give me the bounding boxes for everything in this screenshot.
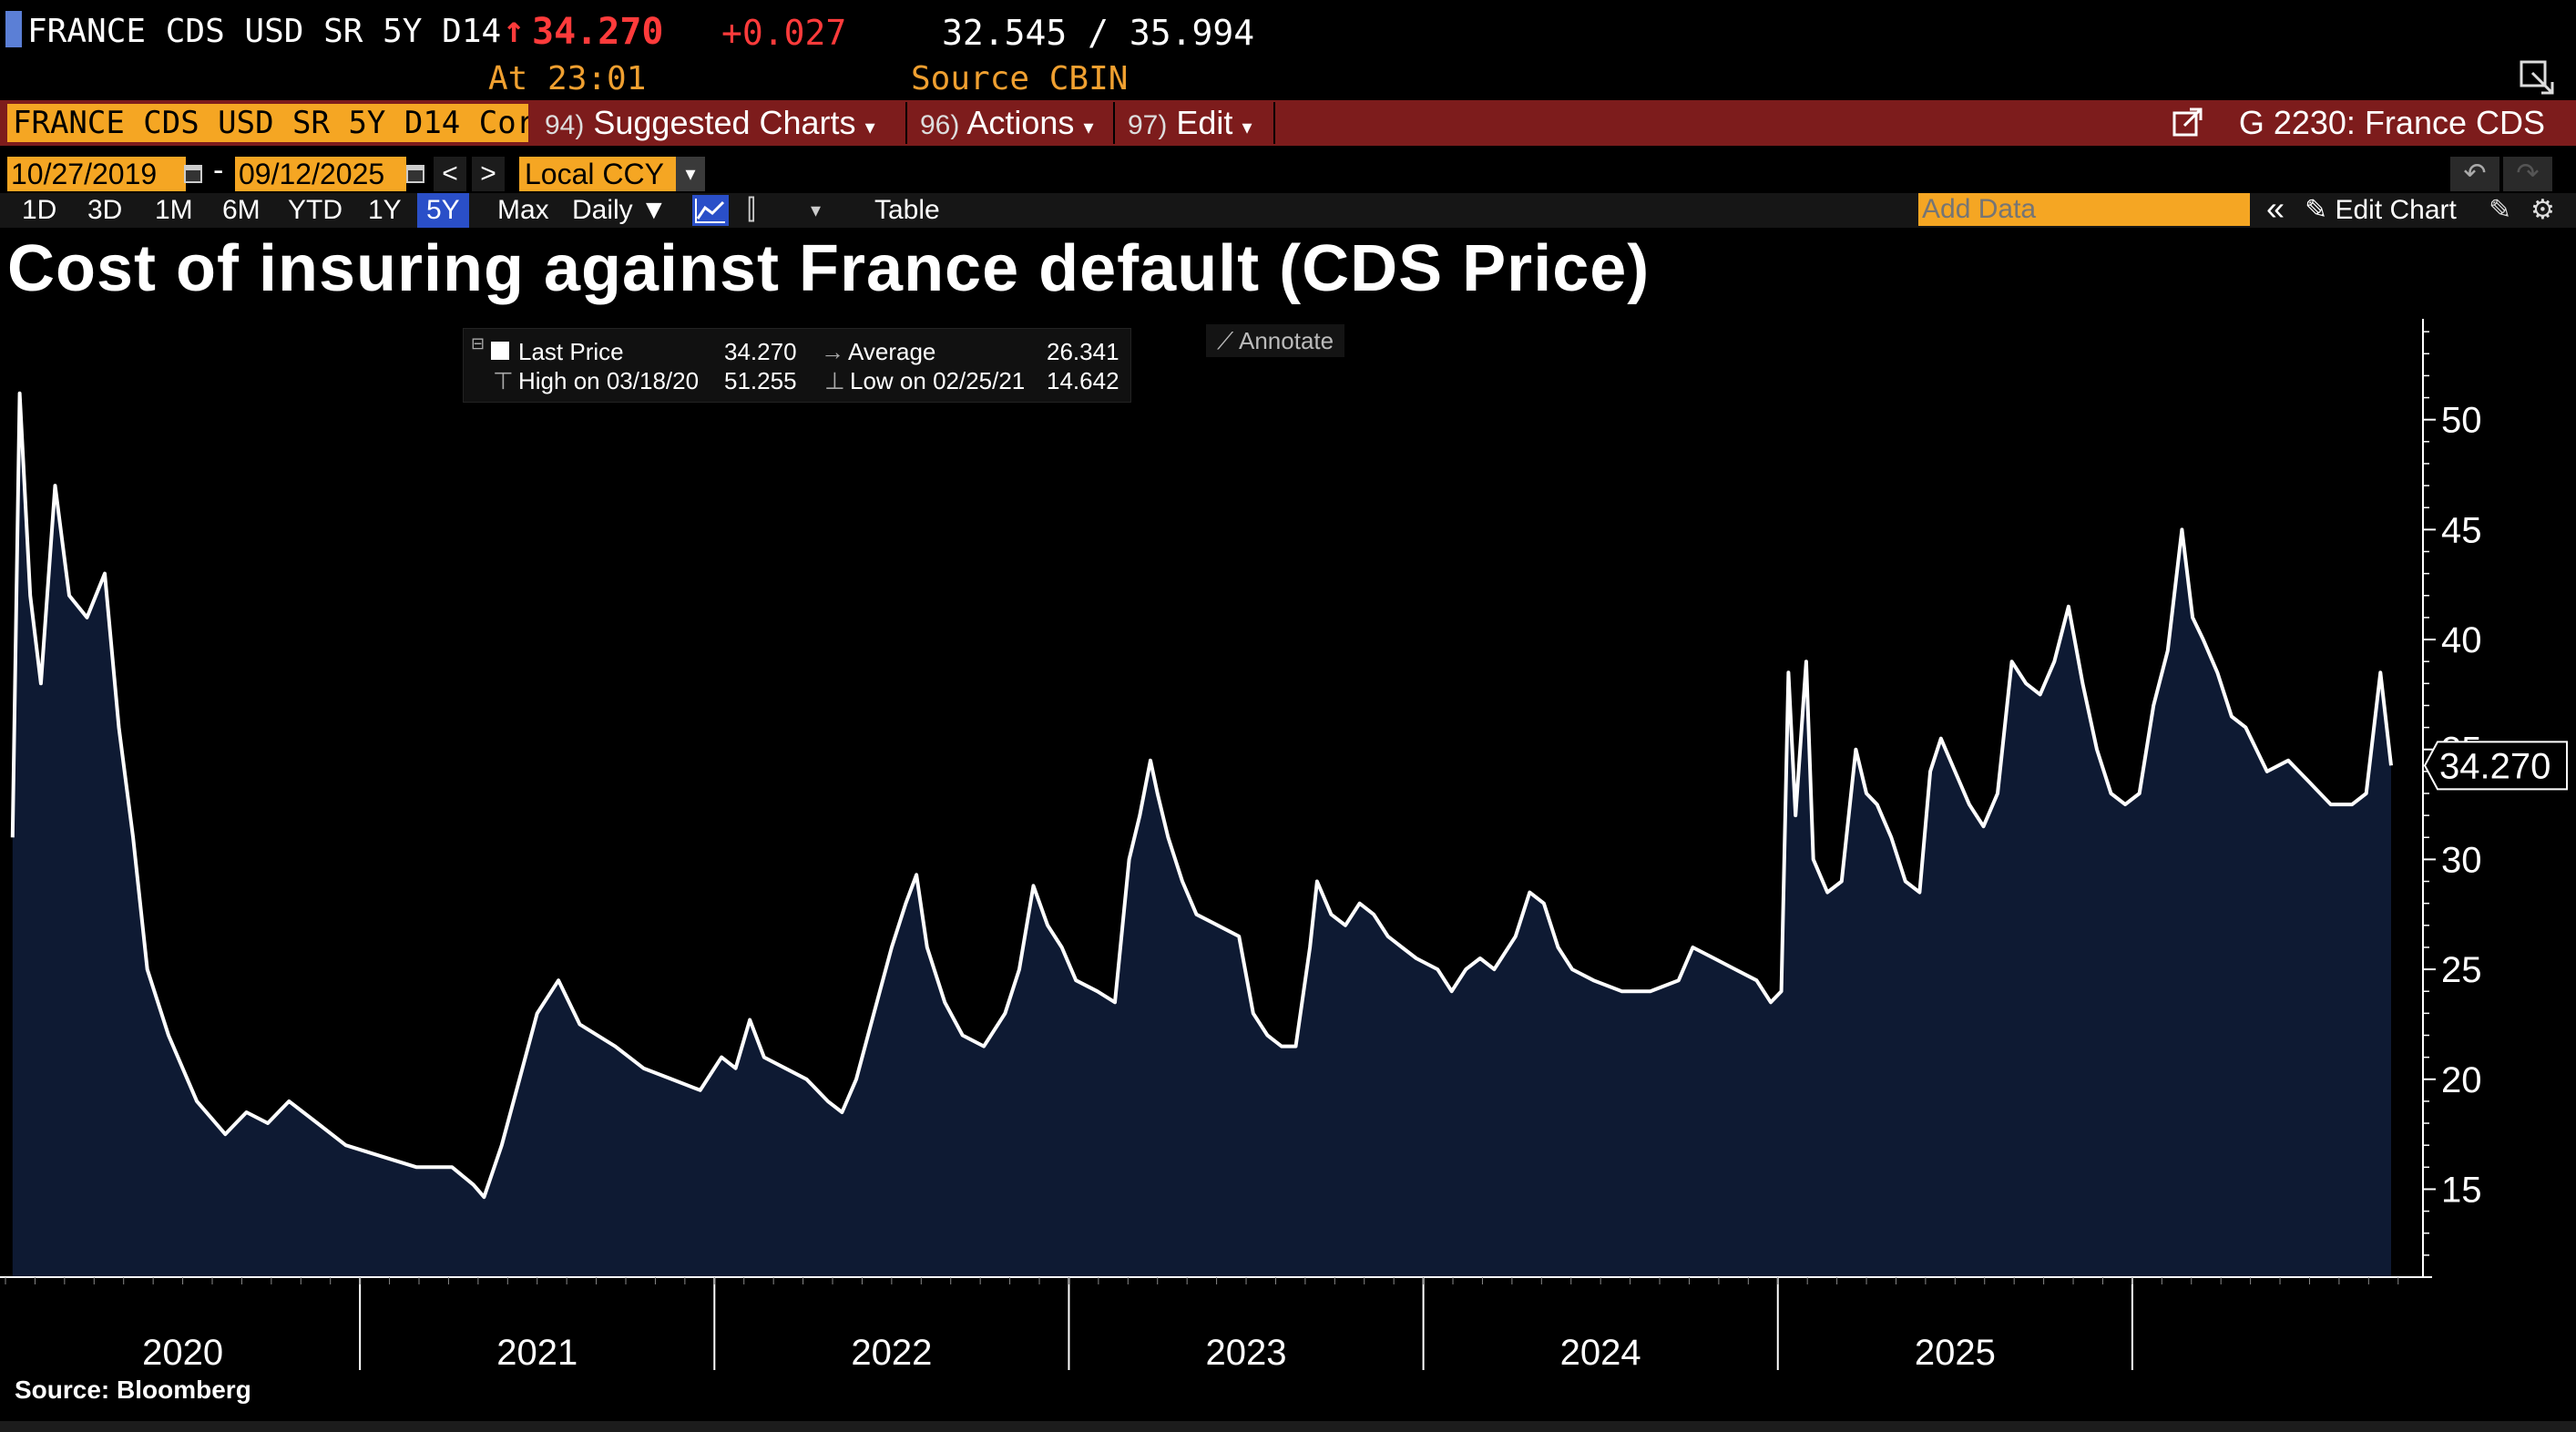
frequency-label: Daily	[572, 195, 633, 225]
range-max-button[interactable]: Max	[497, 195, 549, 225]
table-button[interactable]: Table	[874, 195, 940, 225]
y-tick-label: 40	[2441, 620, 2482, 660]
ticker-symbol[interactable]: FRANCE CDS USD SR 5Y D14	[27, 13, 502, 50]
calendar-icon[interactable]	[404, 160, 426, 186]
y-tick-label: 45	[2441, 510, 2482, 550]
legend-low-value: 14.642	[1047, 367, 1119, 394]
suggested-charts-menu[interactable]: 94) Suggested Charts ▾	[536, 102, 884, 144]
redo-icon[interactable]: ↷	[2503, 157, 2552, 191]
range-1d-button[interactable]: 1D	[22, 195, 57, 225]
chart-title: Cost of insuring against France default …	[7, 232, 1651, 305]
expand-icon[interactable]	[2520, 60, 2556, 97]
add-data-input[interactable]	[1918, 193, 2250, 226]
x-tick-label: 2021	[496, 1333, 578, 1373]
chart-legend[interactable]: ⊟ Last Price 34.270 → Average 26.341 ⊤ H…	[463, 328, 1131, 403]
chevron-down-icon: ▼	[640, 195, 668, 225]
last-price: 34.270	[532, 11, 664, 53]
menu-number: 94)	[545, 110, 585, 140]
pricing-source: Source CBIN	[911, 60, 1129, 97]
y-tick-label: 20	[2441, 1060, 2482, 1100]
pencil-icon: ✎	[2305, 195, 2328, 225]
legend-low-label: Low on 02/25/21	[850, 367, 1026, 394]
range-1m-button[interactable]: 1M	[155, 195, 193, 225]
last-price-tag: 34.270	[2423, 741, 2568, 791]
menu-number: 96)	[920, 110, 960, 140]
line-chart-icon[interactable]	[692, 195, 729, 226]
y-tick-label: 25	[2441, 950, 2482, 990]
menu-divider	[1273, 102, 1275, 144]
ticker-marker	[5, 11, 22, 47]
y-tick-label: 50	[2441, 401, 2482, 441]
menu-number: 97)	[1128, 110, 1168, 140]
menu-divider	[905, 102, 907, 144]
edit-chart-button[interactable]: ✎ Edit Chart	[2305, 193, 2457, 228]
range-6m-button[interactable]: 6M	[222, 195, 261, 225]
chevron-down-icon: ▾	[1242, 116, 1252, 138]
menu-label: Actions	[966, 104, 1075, 141]
range-ytd-button[interactable]: YTD	[288, 195, 342, 225]
range-5y-button[interactable]: 5Y	[417, 193, 469, 228]
chart-launch-label[interactable]: G 2230: France CDS	[2238, 104, 2545, 141]
last-price-swatch	[491, 342, 509, 360]
chevron-down-icon[interactable]: ▾	[811, 199, 822, 221]
menu-label: Suggested Charts	[593, 104, 856, 141]
range-1y-button[interactable]: 1Y	[368, 195, 402, 225]
x-tick-label: 2024	[1560, 1333, 1641, 1373]
legend-last-label: Last Price	[518, 338, 624, 365]
bar-chart-icon[interactable]: ⫿	[747, 195, 756, 225]
x-tick-label: 2022	[851, 1333, 932, 1373]
collapse-icon[interactable]: «	[2266, 189, 2285, 227]
currency-select[interactable]: Local CCY	[519, 157, 705, 191]
prev-period-button[interactable]: <	[434, 157, 466, 191]
end-date-field[interactable]: 09/12/2025	[235, 157, 406, 191]
edit-menu[interactable]: 97) Edit ▾	[1119, 102, 1261, 144]
start-date-field[interactable]: 10/27/2019	[7, 157, 186, 191]
actions-menu[interactable]: 96) Actions ▾	[911, 102, 1103, 144]
security-field[interactable]: FRANCE CDS USD SR 5Y D14 Corp	[7, 104, 528, 142]
date-separator: -	[213, 153, 224, 188]
chevron-down-icon: ▾	[1083, 116, 1094, 138]
annotate-button[interactable]: ⟋ Annotate	[1206, 324, 1345, 357]
y-tick-label: 15	[2441, 1170, 2482, 1210]
x-tick-label: 2025	[1915, 1333, 1996, 1373]
next-period-button[interactable]: >	[472, 157, 505, 191]
edit-icon[interactable]: ✎	[2489, 195, 2512, 225]
chevron-down-icon[interactable]: ▾	[676, 157, 705, 191]
x-tick-label: 2023	[1206, 1333, 1287, 1373]
price-area-fill	[12, 393, 2391, 1277]
net-change: +0.027	[721, 13, 847, 53]
last-price-tag-label: 34.270	[2439, 746, 2550, 786]
low-icon: ⊥	[824, 367, 845, 394]
annotate-icon: ⟋	[1217, 327, 1234, 354]
edit-chart-label: Edit Chart	[2335, 195, 2457, 225]
up-arrow-icon: ↑	[503, 9, 526, 51]
menu-divider	[1113, 102, 1115, 144]
gear-icon[interactable]: ⚙	[2530, 195, 2555, 225]
annotate-label: Annotate	[1239, 327, 1334, 354]
legend-last-value: 34.270	[724, 338, 797, 365]
status-strip	[0, 1421, 2576, 1432]
legend-high-label: High on 03/18/20	[518, 367, 700, 394]
y-tick-label: 30	[2441, 840, 2482, 880]
high-icon: ⊤	[493, 367, 514, 394]
price-chart[interactable]: 1520253035404550202020212022202320242025…	[0, 310, 2576, 1376]
average-icon: →	[821, 338, 844, 365]
x-tick-label: 2020	[142, 1333, 223, 1373]
bid-ask: 32.545 / 35.994	[942, 13, 1255, 53]
collapse-legend-icon[interactable]: ⊟	[471, 334, 486, 353]
source-note: Source: Bloomberg	[15, 1376, 251, 1404]
legend-average-label: Average	[848, 338, 936, 365]
calendar-icon[interactable]	[182, 160, 204, 186]
frequency-select[interactable]: Daily ▼	[563, 193, 677, 228]
launch-icon[interactable]	[2172, 106, 2204, 138]
price-line	[10, 391, 2393, 1200]
last-update-time: At 23:01	[488, 60, 647, 97]
undo-icon[interactable]: ↶	[2450, 157, 2499, 191]
menu-label: Edit	[1176, 104, 1233, 141]
range-3d-button[interactable]: 3D	[87, 195, 123, 225]
legend-average-value: 26.341	[1047, 338, 1119, 365]
chevron-down-icon: ▾	[864, 116, 875, 138]
legend-high-value: 51.255	[724, 367, 797, 394]
